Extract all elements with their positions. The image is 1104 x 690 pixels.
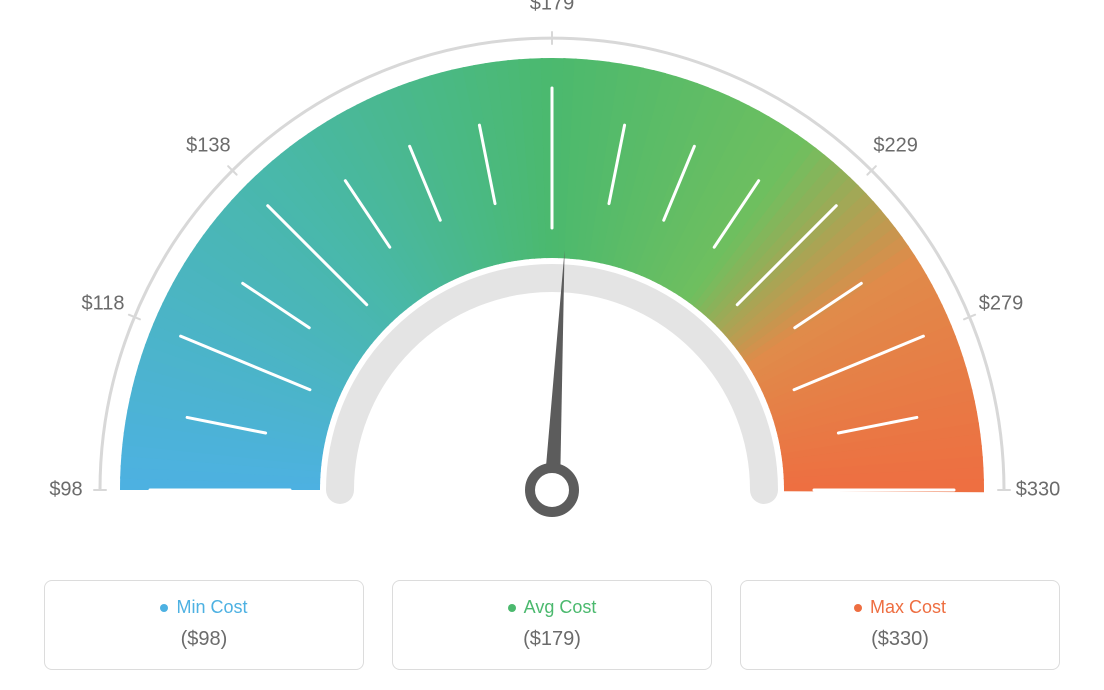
legend-title-avg: Avg Cost — [508, 597, 597, 618]
legend-label-min: Min Cost — [176, 597, 247, 618]
dot-icon — [508, 604, 516, 612]
legend-card-avg: Avg Cost ($179) — [392, 580, 712, 670]
legend-value-max: ($330) — [761, 628, 1039, 651]
dot-icon — [160, 604, 168, 612]
legend-title-min: Min Cost — [160, 597, 247, 618]
legend-title-max: Max Cost — [854, 597, 946, 618]
gauge-svg — [0, 0, 1104, 560]
gauge-tick-label: $279 — [979, 293, 1024, 316]
legend-label-max: Max Cost — [870, 597, 946, 618]
legend-label-avg: Avg Cost — [524, 597, 597, 618]
gauge-chart: $98 $118 $138 $179 $229 $279 $330 — [0, 0, 1104, 560]
legend-value-avg: ($179) — [413, 628, 691, 651]
gauge-tick-label: $179 — [530, 0, 575, 16]
legend-card-max: Max Cost ($330) — [740, 580, 1060, 670]
gauge-tick-label: $330 — [1016, 479, 1061, 502]
legend-row: Min Cost ($98) Avg Cost ($179) Max Cost … — [0, 580, 1104, 670]
legend-card-min: Min Cost ($98) — [44, 580, 364, 670]
gauge-tick-label: $98 — [49, 479, 82, 502]
gauge-tick-label: $138 — [186, 135, 231, 158]
gauge-tick-label: $229 — [873, 135, 918, 158]
gauge-tick-label: $118 — [81, 293, 124, 316]
legend-value-min: ($98) — [65, 628, 343, 651]
dot-icon — [854, 604, 862, 612]
